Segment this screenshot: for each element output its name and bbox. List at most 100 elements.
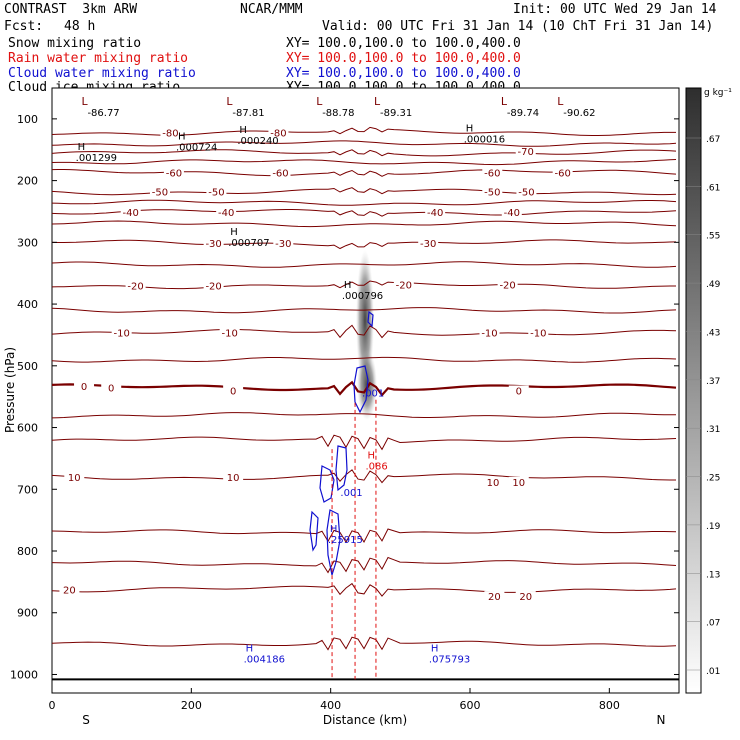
- contour-label-bg: [270, 167, 291, 179]
- contour-label: -50: [208, 188, 224, 199]
- low-marker: L: [374, 95, 381, 108]
- colorbar-tick-label: .55: [706, 232, 720, 242]
- high-marker: H: [178, 131, 186, 142]
- x-axis-label: Distance (km): [323, 713, 407, 727]
- contour-label-bg: [163, 167, 184, 179]
- cloud-water-contours: [309, 310, 374, 576]
- contour-label-bg: [203, 280, 224, 292]
- contour-label-bg: [418, 237, 439, 249]
- colorbar-tick-label: .43: [706, 328, 720, 338]
- contour-label: -50: [518, 188, 534, 199]
- x-tick-label: 800: [599, 699, 620, 712]
- init-time: Init: 00 UTC Wed 29 Jan 14: [513, 2, 717, 17]
- contour-line: [51, 280, 676, 290]
- field-xy-cloud-water: XY= 100.0,100.0 to 100.0,400.0: [286, 66, 521, 81]
- high-value: .004186: [244, 655, 285, 666]
- contour-label-bg: [59, 584, 80, 596]
- colorbar-tick-label: .25: [706, 474, 720, 484]
- contour-line-minor: [51, 220, 677, 228]
- contour-label: -20: [127, 282, 143, 293]
- valid-time: Valid: 00 UTC Fri 31 Jan 14 (10 ChT Fri …: [322, 19, 714, 34]
- high-value: .075793: [429, 655, 470, 666]
- contour-line: [51, 324, 677, 339]
- colorbar-tick-label: .07: [706, 619, 720, 629]
- contour-label-bg: [219, 327, 240, 339]
- contour-label: -70: [518, 147, 534, 158]
- contour-line-minor: [51, 199, 677, 206]
- contour-label: -10: [113, 328, 129, 339]
- colorbar-tick-label: .61: [706, 183, 720, 193]
- y-tick-label: 900: [17, 607, 38, 620]
- contour-label-bg: [268, 127, 289, 139]
- contour-line: [51, 149, 677, 157]
- colorbar-tick-label: .01: [706, 667, 720, 677]
- field-name-snow: Snow mixing ratio: [8, 36, 142, 51]
- contour-label: -60: [484, 169, 500, 180]
- y-tick-label: 100: [17, 113, 38, 126]
- colorbar-tick-label: .13: [706, 570, 720, 580]
- cloud-water-contour-a: [335, 445, 348, 492]
- contour-label-bg: [149, 186, 170, 198]
- contour-label: -30: [205, 239, 221, 250]
- colorbar-tick-label: .67: [706, 135, 720, 145]
- y-tick-label: 400: [17, 298, 38, 311]
- contour-line-minor: [51, 556, 677, 574]
- contour-label: 20: [488, 592, 501, 603]
- contour-label-bg: [552, 167, 573, 179]
- cloud-water-label: .001: [340, 488, 362, 499]
- contour-label-bg: [125, 280, 146, 292]
- y-tick-label: 1000: [10, 668, 38, 681]
- y-tick-label: 500: [17, 360, 38, 373]
- contour-label-bg: [203, 237, 224, 249]
- cloud-water-contour-d: [309, 510, 319, 552]
- low-value: -87.81: [232, 108, 264, 119]
- contour-label-bg: [206, 186, 227, 198]
- temperature-contours: -80 -80 -70 -60 -60 -60 -60 -50 -50 -50 -50 -40 -40 -…: [51, 126, 679, 681]
- colorbar-tick-label: .37: [706, 377, 720, 387]
- contour-label: -10: [221, 328, 237, 339]
- contour-label: -40: [427, 208, 443, 219]
- contour-label-bg: [111, 327, 132, 339]
- colorbar: g kg⁻¹ .01 .07 .13 .19 .25 .31 .37 .43 .49 .55 .61…: [685, 87, 732, 694]
- contour-label: -20: [499, 280, 515, 291]
- y-tick-label: 600: [17, 422, 38, 435]
- high-marker: H: [344, 280, 352, 291]
- high-value: .000707: [228, 238, 269, 249]
- x-axis: 0 200 400 600 800: [49, 688, 620, 712]
- high-value: .000240: [237, 136, 278, 147]
- contour-label: -20: [205, 282, 221, 293]
- center-title: NCAR/MMM: [240, 2, 303, 17]
- contour-line-minor: [51, 159, 677, 166]
- contour-label-bg: [482, 186, 503, 198]
- contour-label: -80: [162, 128, 178, 139]
- y-tick-label: 800: [17, 545, 38, 558]
- high-value: .086: [366, 461, 388, 472]
- model-title: CONTRAST 3km ARW: [4, 2, 138, 17]
- contour-label-bg: [216, 207, 237, 219]
- contour-label-bg: [479, 327, 500, 339]
- contour-line-minor: [51, 434, 677, 451]
- field-name-rain: Rain water mixing ratio: [8, 51, 189, 66]
- contour-label: 20: [63, 585, 76, 596]
- contour-label: -30: [275, 239, 291, 250]
- high-marker: H: [431, 644, 439, 655]
- contour-label: 10: [487, 478, 500, 489]
- cloud-water-contour-c: [326, 509, 341, 576]
- low-marker: L: [316, 95, 323, 108]
- contour-label-bg: [482, 167, 503, 179]
- contour-label: -50: [484, 188, 500, 199]
- colorbar-tick-label: .19: [706, 522, 721, 532]
- contour-label: 0: [230, 387, 236, 398]
- contour-line-minor: [51, 636, 677, 651]
- contour-label: -30: [420, 239, 436, 250]
- x-tick-label: 400: [320, 699, 341, 712]
- field-xy-snow: XY= 100.0,100.0 to 100.0,400.0: [286, 36, 521, 51]
- contour-label: -60: [554, 169, 570, 180]
- contour-label: -40: [123, 208, 139, 219]
- extrema-marks: L-86.77L-87.81L-88.78L-89.31L-89.74L-90.…: [76, 95, 596, 666]
- contour-label-bg: [516, 186, 537, 198]
- contour-line: [51, 239, 677, 250]
- high-value: .000796: [342, 291, 383, 302]
